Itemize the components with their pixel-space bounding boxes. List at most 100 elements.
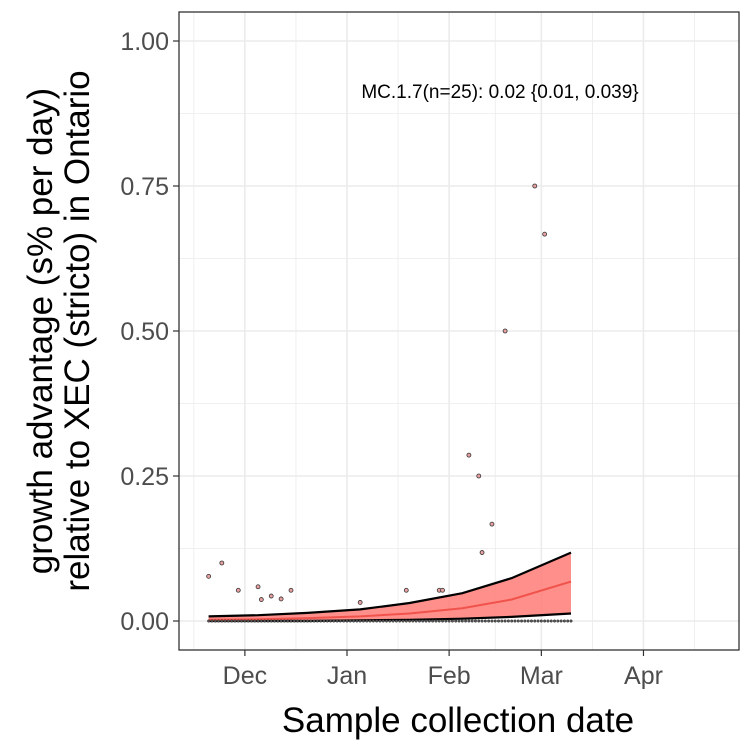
zero-data-point (375, 619, 379, 623)
zero-data-point (273, 619, 277, 623)
x-tick-label: Jan (327, 662, 367, 690)
data-point (235, 587, 241, 593)
data-point (206, 573, 212, 579)
zero-data-point (454, 619, 458, 623)
zero-data-point (338, 619, 342, 623)
zero-data-point (559, 619, 563, 623)
zero-data-point (566, 619, 570, 623)
zero-data-point (266, 619, 270, 623)
zero-data-point (305, 619, 309, 623)
zero-data-point (319, 619, 323, 623)
data-point (258, 597, 264, 602)
y-axis-title: growth advantage (s% per day) relative t… (21, 70, 97, 591)
zero-data-point (282, 619, 286, 623)
zero-data-point (263, 619, 267, 623)
y-axis: 0.00 0.25 0.50 0.75 1.00 (120, 28, 179, 636)
x-axis: Dec Jan Feb Mar Apr (223, 650, 663, 690)
data-marks (206, 183, 573, 623)
zero-data-point (408, 619, 412, 623)
zero-data-point (503, 619, 507, 623)
zero-data-point (302, 619, 306, 623)
zero-data-point (276, 619, 280, 623)
fit-annotation: MC.1.7(n=25): 0.02 {0.01, 0.039} (361, 82, 638, 103)
y-tick-label: 0.25 (120, 463, 169, 491)
zero-data-point (434, 619, 438, 623)
zero-data-point (325, 619, 329, 623)
data-point (489, 521, 495, 527)
zero-data-point (388, 619, 392, 623)
zero-data-point (401, 619, 405, 623)
zero-data-point (464, 619, 468, 623)
zero-data-point (477, 619, 481, 623)
zero-data-point (500, 619, 504, 623)
data-point (479, 550, 485, 555)
zero-data-point (289, 619, 293, 623)
zero-data-point (292, 619, 296, 623)
zero-data-point (510, 619, 514, 623)
zero-data-point (398, 619, 402, 623)
zero-data-point (312, 619, 316, 623)
zero-data-point (437, 619, 441, 623)
zero-data-point (236, 619, 240, 623)
zero-data-point (467, 619, 471, 623)
zero-data-point (431, 619, 435, 623)
zero-data-point (553, 619, 557, 623)
y-tick-label: 1.00 (120, 28, 169, 56)
zero-data-point (223, 619, 227, 623)
data-point (403, 587, 409, 593)
zero-data-point (394, 619, 398, 623)
data-point (268, 593, 274, 599)
zero-data-point (381, 619, 385, 623)
zero-data-point (240, 619, 244, 623)
zero-data-point (520, 619, 524, 623)
zero-data-point (378, 619, 382, 623)
y-tick-label: 0.50 (120, 318, 169, 346)
zero-data-point (243, 619, 247, 623)
zero-data-point (207, 619, 211, 623)
zero-data-point (411, 619, 415, 623)
confidence-band (208, 552, 571, 621)
zero-data-point (249, 619, 253, 623)
zero-data-point (414, 619, 418, 623)
zero-data-point (299, 619, 303, 623)
zero-data-point (536, 619, 540, 623)
zero-data-point (365, 619, 369, 623)
lower-bound-line (208, 612, 572, 623)
zero-data-point (296, 619, 300, 623)
zero-data-point (385, 619, 389, 623)
data-point (476, 473, 482, 479)
y-axis-title-line-2: relative to XEC (stricto) in Ontario (58, 70, 97, 591)
zero-data-point (220, 619, 224, 623)
zero-data-point (230, 619, 234, 623)
zero-data-point (246, 619, 250, 623)
zero-data-point (543, 619, 547, 623)
x-tick-label: Mar (520, 662, 563, 690)
zero-data-point (533, 619, 537, 623)
data-point (532, 183, 538, 189)
data-point (255, 584, 261, 590)
zero-data-point (569, 619, 573, 623)
zero-data-point (457, 619, 461, 623)
zero-data-point (368, 619, 372, 623)
zero-data-point (546, 619, 550, 623)
zero-data-point (256, 619, 260, 623)
x-tick-label: Dec (223, 662, 267, 690)
zero-data-point (497, 619, 501, 623)
zero-data-point (358, 619, 362, 623)
zero-data-point (335, 619, 339, 623)
zero-data-point (286, 619, 290, 623)
zero-data-point (424, 619, 428, 623)
zero-data-point (345, 619, 349, 623)
zero-data-point (526, 619, 530, 623)
zero-data-point (480, 619, 484, 623)
zero-data-point (460, 619, 464, 623)
data-point (288, 587, 294, 593)
zero-data-point (269, 619, 273, 623)
zero-data-point (332, 619, 336, 623)
zero-data-point (342, 619, 346, 623)
zero-data-point (391, 619, 395, 623)
zero-data-point (529, 619, 533, 623)
zero-data-point (447, 619, 451, 623)
data-point (278, 596, 284, 602)
